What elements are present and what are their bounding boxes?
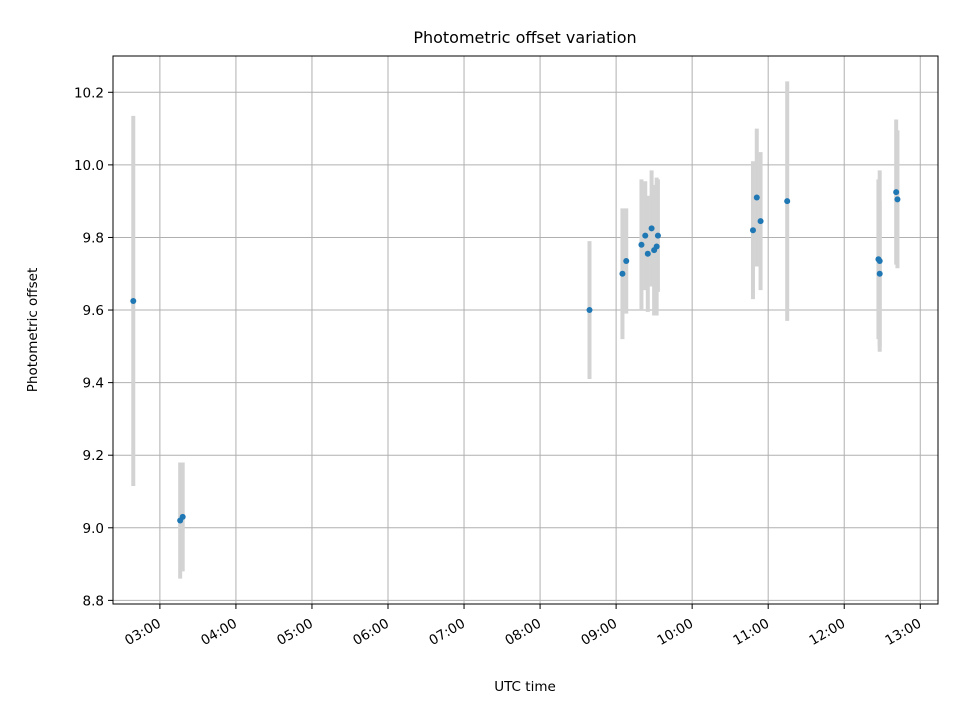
data-point <box>654 232 661 239</box>
x-axis-label: UTC time <box>494 679 556 695</box>
y-tick-label: 10.2 <box>74 85 104 101</box>
data-point <box>753 194 760 201</box>
data-point <box>638 241 645 248</box>
grid <box>113 56 938 604</box>
data-point <box>653 243 660 250</box>
plot-frame <box>112 55 939 605</box>
data-point <box>642 232 649 239</box>
data-point <box>586 307 593 314</box>
data-point <box>894 196 901 203</box>
data-point <box>757 218 764 225</box>
y-axis-label: Photometric offset <box>25 268 41 392</box>
data-point <box>876 270 883 277</box>
data-point <box>179 513 186 520</box>
data-point <box>130 297 137 304</box>
data-point <box>619 270 626 277</box>
y-tick-label: 10.0 <box>74 158 104 174</box>
data-point <box>876 258 883 265</box>
data-point <box>644 250 651 257</box>
chart-title: Photometric offset variation <box>413 28 636 47</box>
data-points <box>130 189 901 524</box>
data-point <box>749 227 756 234</box>
y-tick-label: 9.8 <box>83 230 104 246</box>
data-point <box>784 198 791 205</box>
y-tick-label: 9.6 <box>83 303 104 319</box>
y-axis-ticks: 8.8 9.0 9.2 9.4 9.6 9.8 10.0 10.2 <box>74 85 113 609</box>
y-tick-label: 9.0 <box>83 521 104 537</box>
y-tick-label: 8.8 <box>83 593 104 609</box>
y-tick-label: 9.4 <box>83 376 104 392</box>
y-tick-label: 9.2 <box>83 448 104 464</box>
data-point <box>648 225 655 232</box>
data-point <box>893 189 900 196</box>
data-point <box>623 258 630 265</box>
